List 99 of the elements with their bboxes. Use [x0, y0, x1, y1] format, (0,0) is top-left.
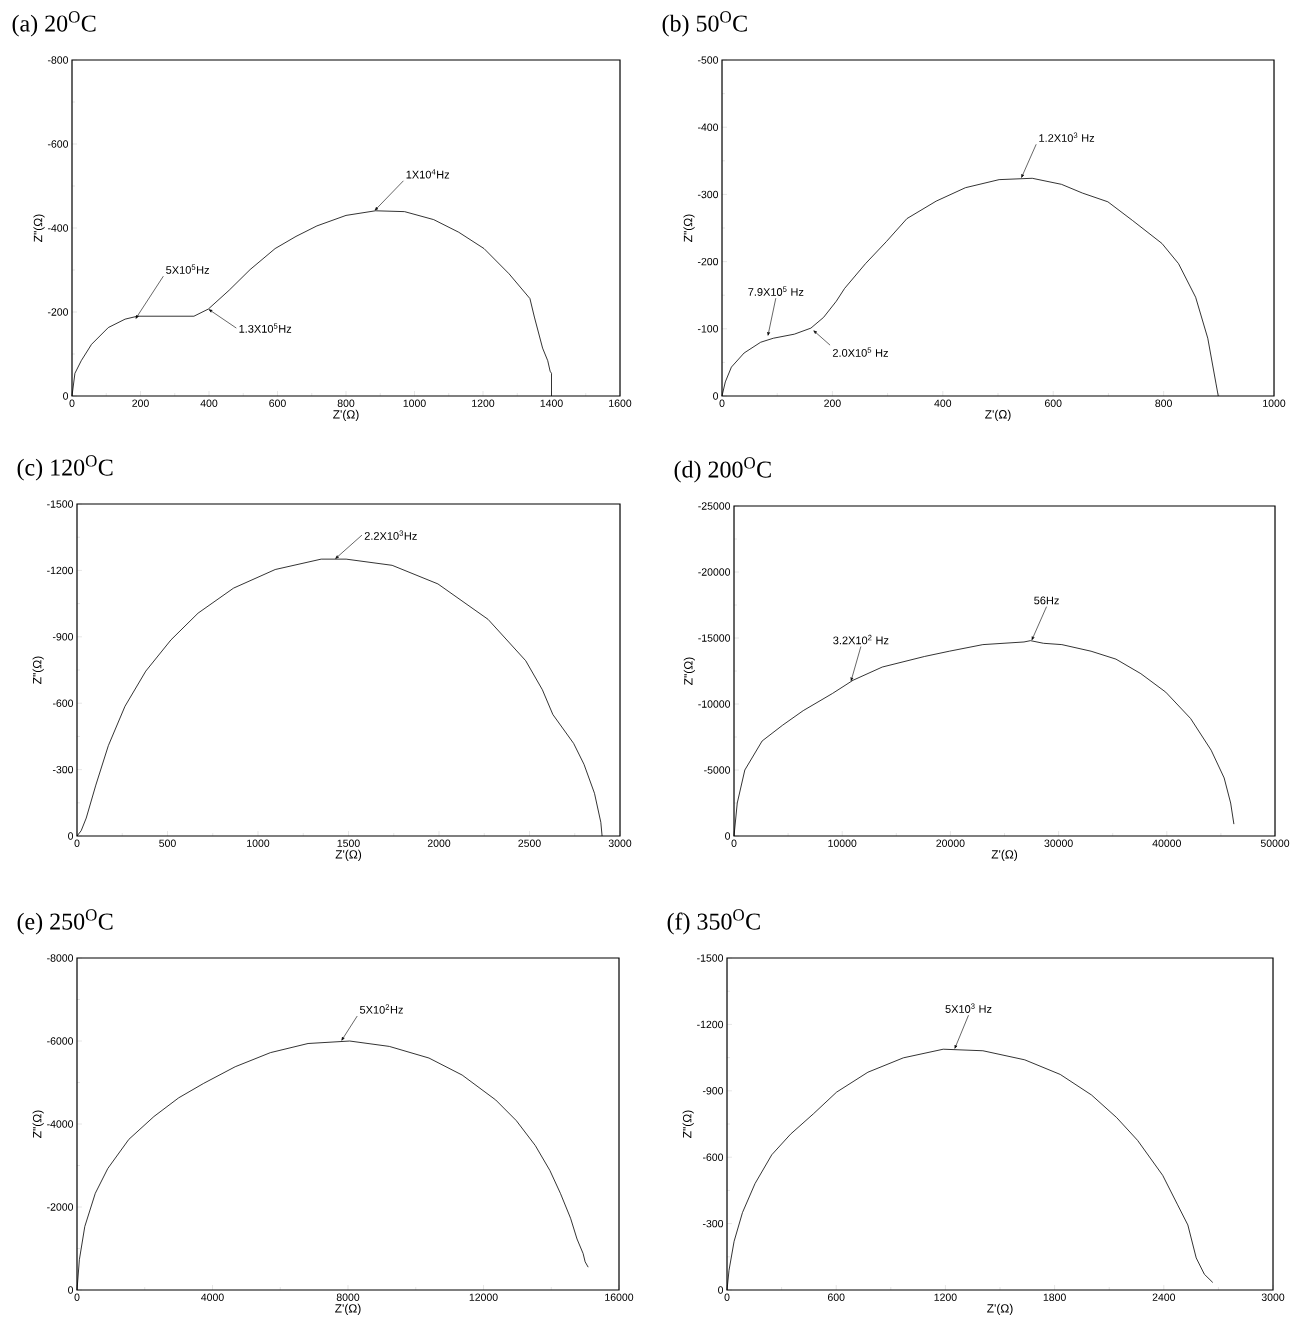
x-tick-label: 4000: [201, 1293, 224, 1301]
annotation: 1X10$^{4}$Hz: [406, 169, 450, 179]
annotation: 5X10$^{3}$ Hz: [945, 1003, 992, 1013]
chart-title: (e) 250$^{O}$C: [17, 909, 113, 935]
y-tick-label: -500: [697, 56, 719, 64]
y-tick-label: -10000: [698, 700, 731, 708]
y-tick-label: -300: [702, 1219, 724, 1228]
y-tick-label: 0: [713, 392, 719, 400]
y-tick-label: -6000: [47, 1037, 74, 1045]
x-tick-label: 30000: [1044, 839, 1073, 847]
x-axis-title: Z'(Ω): [335, 849, 362, 861]
x-tick-label: 1000: [403, 399, 426, 407]
x-tick-label: 3000: [1261, 1293, 1285, 1301]
chart-title: (c) 120$^{O}$C: [17, 455, 113, 481]
x-tick-label: 40000: [1152, 839, 1181, 847]
y-tick-label: -600: [47, 140, 69, 148]
y-tick-label: -600: [702, 1153, 724, 1161]
y-tick-label: -900: [52, 633, 74, 641]
x-tick-label: 2400: [1152, 1293, 1176, 1301]
x-tick-label: 3000: [608, 839, 632, 847]
y-tick-label: -300: [697, 190, 719, 199]
y-tick-label: -2000: [47, 1203, 74, 1211]
y-tick-label: 0: [68, 1286, 74, 1294]
chart-title: (a) 20$^{O}$C: [12, 11, 96, 37]
x-tick-label: 800: [337, 399, 355, 407]
y-tick-label: -400: [697, 123, 719, 131]
chart-title: (b) 50$^{O}$C: [662, 11, 747, 37]
y-axis-title: Z"(Ω): [683, 657, 695, 685]
y-tick-label: -5000: [704, 766, 731, 774]
x-tick-label: 1200: [934, 1293, 957, 1301]
x-tick-label: 400: [200, 399, 218, 407]
x-tick-label: 600: [269, 399, 286, 407]
y-tick-label: -100: [697, 325, 719, 333]
x-tick-label: 16000: [605, 1293, 634, 1301]
y-tick-label: -1500: [697, 954, 724, 962]
x-tick-label: 800: [1155, 399, 1172, 407]
x-tick-label: 1000: [247, 839, 270, 847]
annotation: 1.3X10$^{5}$Hz: [239, 323, 292, 333]
y-tick-label: -15000: [698, 634, 731, 642]
x-tick-label: 1800: [1043, 1293, 1066, 1301]
annotation: 5X10$^{2}$Hz: [359, 1004, 403, 1014]
x-tick-label: 600: [1044, 399, 1062, 407]
x-tick-label: 600: [827, 1293, 845, 1301]
y-tick-label: 0: [725, 832, 731, 840]
annotation: 2.0X10$^{5}$ Hz: [832, 347, 888, 357]
y-axis-title: Z"(Ω): [32, 1110, 44, 1138]
y-tick-label: -4000: [47, 1120, 74, 1128]
x-tick-label: 12000: [469, 1293, 498, 1301]
y-tick-label: -20000: [698, 568, 731, 576]
x-axis-title: Z'(Ω): [987, 1303, 1013, 1315]
x-tick-label: 0: [74, 839, 80, 847]
y-tick-label: -1200: [47, 566, 74, 575]
chart-title: (f) 350$^{O}$C: [667, 909, 760, 935]
y-tick-label: 0: [718, 1286, 724, 1294]
y-tick-label: -200: [697, 257, 719, 266]
y-tick-label: -1500: [47, 500, 74, 508]
y-tick-label: -300: [52, 765, 74, 774]
x-tick-label: 20000: [936, 839, 965, 847]
y-tick-label: -800: [47, 56, 69, 64]
y-axis-title: Z"(Ω): [682, 1110, 694, 1138]
x-tick-label: 0: [731, 839, 737, 847]
y-tick-label: -1200: [697, 1020, 724, 1029]
x-tick-label: 1600: [609, 399, 632, 407]
x-tick-label: 2000: [427, 839, 451, 847]
x-tick-label: 200: [132, 399, 149, 407]
annotation: 7.9X10$^{5}$ Hz: [748, 286, 804, 296]
annotation: 1.2X10$^{3}$ Hz: [1039, 132, 1095, 142]
annotation: 2.2X10$^{3}$Hz: [364, 530, 417, 540]
y-axis-title: Z"(Ω): [33, 214, 45, 242]
x-tick-label: 1200: [472, 399, 495, 407]
x-tick-label: 0: [74, 1293, 80, 1301]
x-tick-label: 2500: [518, 839, 541, 847]
x-axis-title: Z'(Ω): [985, 409, 1011, 421]
x-tick-label: 200: [824, 399, 841, 407]
x-tick-label: 400: [934, 399, 952, 407]
x-tick-label: 1500: [337, 839, 360, 847]
y-axis-title: Z"(Ω): [32, 656, 44, 684]
y-tick-label: -8000: [47, 954, 74, 962]
y-tick-label: -900: [702, 1087, 724, 1095]
chart-title: (d) 200$^{O}$C: [674, 457, 771, 483]
x-axis-title: Z'(Ω): [335, 1303, 361, 1315]
x-tick-label: 500: [159, 839, 176, 847]
x-axis-title: Z'(Ω): [333, 409, 359, 421]
x-tick-label: 1400: [540, 399, 563, 407]
y-tick-label: -600: [52, 699, 74, 707]
x-tick-label: 10000: [828, 839, 857, 847]
y-tick-label: -400: [47, 224, 69, 232]
annotation: 56Hz: [1034, 596, 1059, 605]
y-tick-label: 0: [63, 392, 69, 400]
x-tick-label: 8000: [336, 1293, 360, 1301]
annotation: 3.2X10$^{2}$ Hz: [833, 634, 889, 645]
x-axis-title: Z'(Ω): [991, 849, 1018, 861]
y-tick-label: -200: [47, 308, 69, 316]
y-tick-label: -25000: [698, 502, 731, 510]
y-tick-label: 0: [68, 832, 74, 840]
annotation: 5X10$^{5}$Hz: [166, 264, 210, 274]
x-tick-label: 1000: [1263, 399, 1286, 407]
x-tick-label: 50000: [1260, 839, 1290, 847]
y-axis-title: Z"(Ω): [683, 214, 695, 242]
